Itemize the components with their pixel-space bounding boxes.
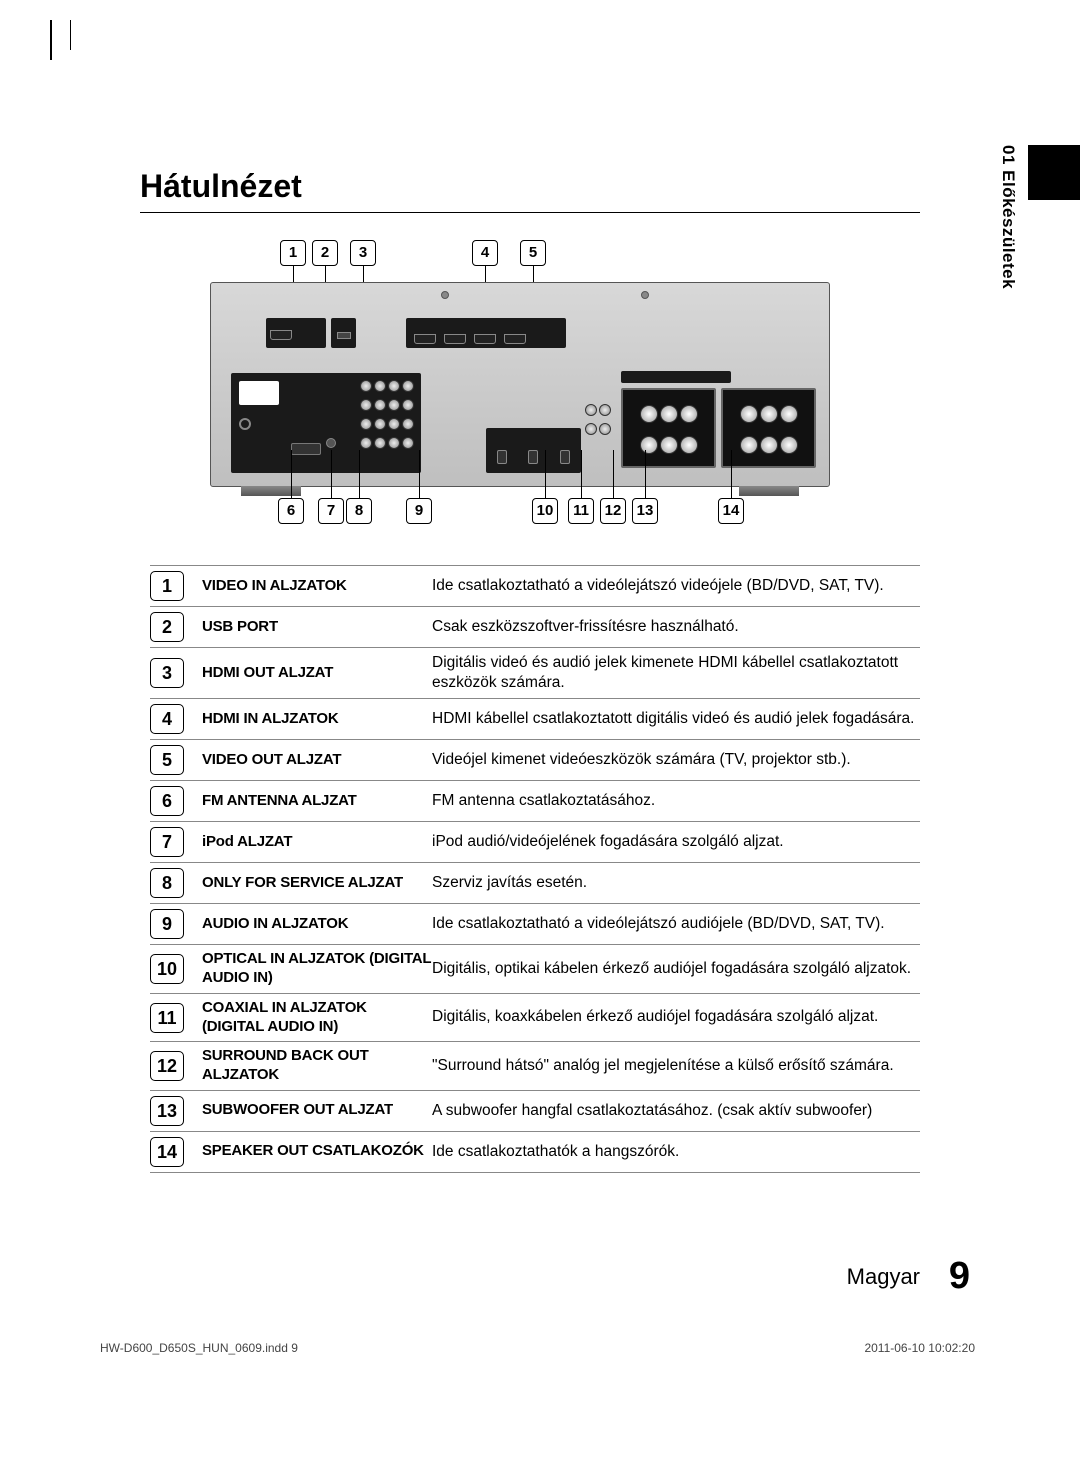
- side-tab: 01 Előkészületek: [998, 145, 1018, 289]
- row-description: Digitális videó és audió jelek kimenete …: [432, 653, 920, 693]
- row-number: 4: [150, 704, 184, 734]
- connector-table: 1VIDEO IN ALJZATOKIde csatlakoztatható a…: [150, 565, 920, 1173]
- side-tab-marker: [1028, 145, 1080, 200]
- table-row: 8 ONLY FOR SERVICE ALJZATSzerviz javítás …: [150, 863, 920, 904]
- callout-1: 1: [280, 240, 306, 266]
- table-row: 6 FM ANTENNA ALJZATFM antenna csatlakozta…: [150, 781, 920, 822]
- row-number: 7: [150, 827, 184, 857]
- row-number: 8: [150, 868, 184, 898]
- row-number: 11: [150, 1003, 184, 1033]
- chassis: [210, 282, 830, 487]
- callout-14: 14: [718, 498, 744, 524]
- rear-panel-diagram: 123 45: [210, 240, 830, 520]
- side-tab-label: 01 Előkészületek: [999, 145, 1018, 289]
- hdmi-out-panel: [266, 318, 326, 348]
- footer-language: Magyar: [847, 1264, 920, 1290]
- row-number: 12: [150, 1051, 184, 1081]
- row-term: HDMI OUT ALJZAT: [202, 664, 432, 683]
- table-row: 13 SUBWOOFER OUT ALJZATA subwoofer hangfa…: [150, 1091, 920, 1132]
- row-number: 5: [150, 745, 184, 775]
- table-row: 9 AUDIO IN ALJZATOKIde csatlakoztatható a…: [150, 904, 920, 945]
- row-term: COAXIAL IN ALJZATOK (DIGITAL AUDIO IN): [202, 999, 432, 1037]
- table-row: 2 USB PORTCsak eszközszoftver-frissítésre…: [150, 607, 920, 648]
- row-description: Ide csatlakoztatható a videólejátszó vid…: [432, 576, 920, 596]
- row-number: 1: [150, 571, 184, 601]
- row-term: VIDEO OUT ALJZAT: [202, 751, 432, 770]
- row-number: 2: [150, 612, 184, 642]
- table-row: 11 COAXIAL IN ALJZATOK (DIGITAL AUDIO IN)…: [150, 994, 920, 1043]
- row-description: iPod audió/videójelének fogadására szolg…: [432, 832, 920, 852]
- row-description: Ide csatlakoztathatók a hangszórók.: [432, 1142, 920, 1162]
- table-row: 3 HDMI OUT ALJZATDigitális videó és audió…: [150, 648, 920, 699]
- row-term: VIDEO IN ALJZATOK: [202, 577, 432, 596]
- table-row: 5 VIDEO OUT ALJZATVideójel kimenet videóe…: [150, 740, 920, 781]
- row-number: 10: [150, 954, 184, 984]
- callout-3: 3: [350, 240, 376, 266]
- row-description: Ide csatlakoztatható a videólejátszó aud…: [432, 914, 920, 934]
- usb-panel: [331, 318, 356, 348]
- row-description: Csak eszközszoftver-frissítésre használh…: [432, 617, 920, 637]
- callout-11: 11: [568, 498, 594, 524]
- callout-8: 8: [346, 498, 372, 524]
- row-description: Szerviz javítás esetén.: [432, 873, 920, 893]
- callout-9: 9: [406, 498, 432, 524]
- row-description: HDMI kábellel csatlakoztatott digitális …: [432, 709, 920, 729]
- row-description: Digitális, optikai kábelen érkező audiój…: [432, 959, 920, 979]
- indd-footer: HW-D600_D650S_HUN_0609.indd 9: [100, 1341, 298, 1355]
- table-row: 10 OPTICAL IN ALJZATOK (DIGITAL AUDIO IN)…: [150, 945, 920, 994]
- crop-mark: [50, 20, 52, 60]
- speaker-out-right: [721, 388, 816, 468]
- ipod-label-band: [621, 371, 731, 383]
- row-term: FM ANTENNA ALJZAT: [202, 792, 432, 811]
- manual-page: 01 Előkészületek Hátulnézet 12345: [50, 20, 1030, 1440]
- row-term: OPTICAL IN ALJZATOK (DIGITAL AUDIO IN): [202, 950, 432, 988]
- row-number: 9: [150, 909, 184, 939]
- row-description: FM antenna csatlakoztatásához.: [432, 791, 920, 811]
- page-title: Hátulnézet: [140, 168, 302, 205]
- row-description: A subwoofer hangfal csatlakoztatásához. …: [432, 1101, 920, 1121]
- row-number: 6: [150, 786, 184, 816]
- row-description: "Surround hátsó" analóg jel megjelenítés…: [432, 1056, 920, 1076]
- speaker-out-left: [621, 388, 716, 468]
- row-term: SPEAKER OUT CSATLAKOZÓK: [202, 1142, 432, 1161]
- row-description: Videójel kimenet videóeszközök számára (…: [432, 750, 920, 770]
- table-row: 4 HDMI IN ALJZATOKHDMI kábellel csatlakoz…: [150, 699, 920, 740]
- row-term: ONLY FOR SERVICE ALJZAT: [202, 874, 432, 893]
- callout-4: 4: [472, 240, 498, 266]
- print-timestamp: 2011-06-10 10:02:20: [864, 1341, 975, 1355]
- row-term: SUBWOOFER OUT ALJZAT: [202, 1101, 432, 1120]
- digital-audio-panel: [486, 428, 581, 473]
- callout-6: 6: [278, 498, 304, 524]
- footer-page-number: 9: [949, 1255, 970, 1298]
- hdmi-in-panel: [406, 318, 566, 348]
- row-number: 14: [150, 1137, 184, 1167]
- callout-10: 10: [532, 498, 558, 524]
- table-row: 7 iPod ALJZATiPod audió/videójelének foga…: [150, 822, 920, 863]
- coax-sub-panel: [584, 403, 612, 441]
- callout-2: 2: [312, 240, 338, 266]
- callout-7: 7: [318, 498, 344, 524]
- row-term: iPod ALJZAT: [202, 833, 432, 852]
- video-audio-in-panel: [231, 373, 421, 473]
- callout-13: 13: [632, 498, 658, 524]
- crop-mark: [70, 20, 71, 50]
- row-term: SURROUND BACK OUT ALJZATOK: [202, 1047, 432, 1085]
- table-row: 12 SURROUND BACK OUT ALJZATOK"Surround há…: [150, 1042, 920, 1091]
- row-description: Digitális, koaxkábelen érkező audiójel f…: [432, 1007, 920, 1027]
- table-row: 1 VIDEO IN ALJZATOKIde csatlakoztatható a…: [150, 565, 920, 607]
- table-row: 14 SPEAKER OUT CSATLAKOZÓKIde csatlakozta…: [150, 1132, 920, 1173]
- title-rule: [140, 212, 920, 213]
- row-term: AUDIO IN ALJZATOK: [202, 915, 432, 934]
- callout-5: 5: [520, 240, 546, 266]
- row-term: USB PORT: [202, 618, 432, 637]
- row-number: 13: [150, 1096, 184, 1126]
- row-number: 3: [150, 658, 184, 688]
- row-term: HDMI IN ALJZATOK: [202, 710, 432, 729]
- callout-12: 12: [600, 498, 626, 524]
